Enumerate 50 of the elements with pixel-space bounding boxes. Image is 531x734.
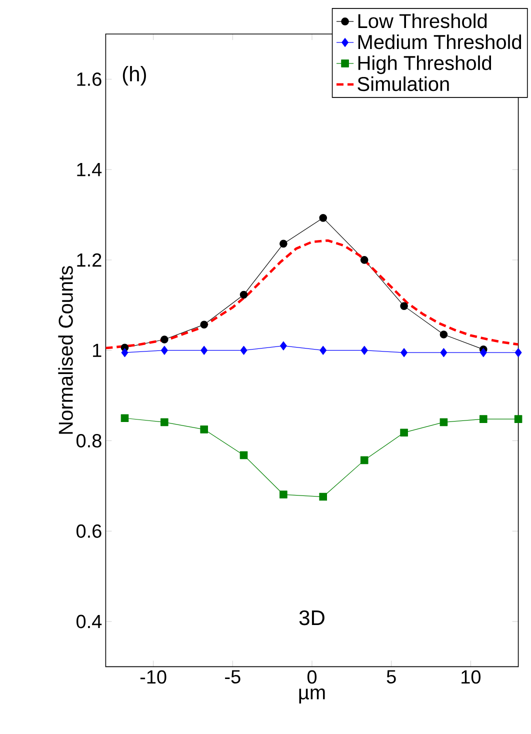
y-tick-label: 1.2 <box>77 253 102 267</box>
point <box>200 346 208 355</box>
legend-label: Low Threshold <box>358 13 487 28</box>
point <box>160 336 168 344</box>
point <box>240 290 248 299</box>
y-tick-label: 0.6 <box>76 524 102 538</box>
y-tick-label: 0.4 <box>76 614 102 628</box>
y-tick-label: 1.4 <box>77 163 102 176</box>
point <box>240 346 248 355</box>
point <box>280 490 288 498</box>
point <box>479 415 488 423</box>
x-tick-label: -10 <box>140 670 166 684</box>
point <box>440 348 448 358</box>
legend-label: Simulation <box>358 76 449 92</box>
annotation: 3D <box>299 610 324 626</box>
point <box>280 240 288 248</box>
y-tick-label: 0.8 <box>76 434 102 448</box>
point <box>200 426 208 434</box>
x-tick-label: 0 <box>307 670 317 684</box>
y-axis-title: Normalised Counts <box>58 266 73 434</box>
point <box>400 302 408 310</box>
legend-label: Medium Threshold <box>358 34 522 50</box>
point <box>319 214 328 222</box>
point <box>514 415 522 423</box>
y-tick-label: 1.6 <box>77 72 102 86</box>
legend-label: High Threshold <box>358 55 492 74</box>
point <box>160 346 168 355</box>
point <box>514 348 522 358</box>
point <box>360 256 368 264</box>
y-tick-label: 1 <box>93 344 102 357</box>
point <box>440 330 448 338</box>
annotation: (h) <box>122 66 146 86</box>
x-tick-label: -5 <box>225 670 240 684</box>
point <box>160 418 168 426</box>
point <box>280 341 287 350</box>
x-tick-label: 10 <box>462 670 481 684</box>
point <box>120 414 129 422</box>
point <box>440 418 448 426</box>
point <box>400 428 408 436</box>
point <box>319 492 328 501</box>
point <box>200 320 208 328</box>
point <box>240 451 248 460</box>
point <box>320 346 327 355</box>
point <box>360 456 368 464</box>
point <box>480 348 487 358</box>
x-axis-title: µm <box>299 688 325 704</box>
point <box>360 346 368 355</box>
point <box>121 348 128 358</box>
point <box>400 348 408 358</box>
x-tick-label: 5 <box>386 670 396 684</box>
